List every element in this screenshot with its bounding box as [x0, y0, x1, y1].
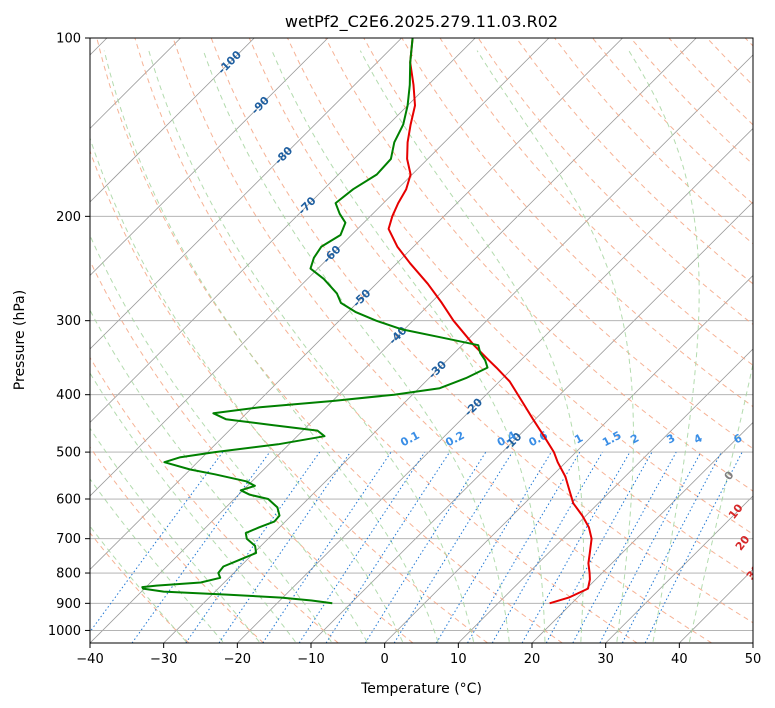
- dry-adiabat: [172, 38, 712, 643]
- mixing-ratio-line: [90, 451, 224, 633]
- x-tick-label: −40: [76, 652, 103, 667]
- moist-adiabat: [103, 50, 439, 642]
- y-tick-label: 800: [56, 567, 81, 582]
- isotherm-line: [90, 38, 550, 497]
- dry-adiabat: [90, 446, 264, 643]
- profile-lines: [141, 38, 593, 605]
- isotherm-line: [384, 274, 753, 643]
- plot-frame: [89, 37, 754, 644]
- dry-adiabat: [96, 38, 563, 643]
- x-tick-label: 50: [745, 652, 762, 667]
- moist-adiabat: [628, 50, 700, 642]
- moist-adiabat: [90, 372, 296, 643]
- dry-adiabat: [134, 38, 638, 643]
- isotherm-line: [163, 54, 753, 643]
- isotherm-line: [90, 38, 623, 571]
- x-tick-label: 10: [450, 652, 467, 667]
- mixing-ratio-line: [185, 451, 321, 643]
- isotherm-line: [458, 348, 753, 643]
- moist-adiabat: [90, 427, 260, 643]
- isotherm-line: [90, 38, 329, 276]
- y-tick-label: 600: [56, 493, 81, 508]
- mixing-ratio-line: [521, 451, 631, 643]
- mixing-ratio-line: [218, 451, 351, 643]
- x-tick-label: 40: [671, 652, 688, 667]
- moist-adiabat: [688, 361, 753, 642]
- mixing-ratio-line: [131, 451, 271, 643]
- dewpoint-profile-line: [141, 38, 489, 605]
- x-tick-label: −10: [297, 652, 324, 667]
- moist-adiabat-label: 30: [744, 562, 764, 582]
- dry-adiabat: [90, 356, 339, 643]
- dry-adiabat: [90, 532, 190, 643]
- y-tick-label: 300: [56, 314, 81, 329]
- dry-adiabat: [515, 38, 753, 285]
- y-tick-label: 700: [56, 532, 81, 547]
- isotherm-line: [90, 38, 697, 643]
- isotherm-line: [237, 127, 753, 643]
- axes: −40 −30 −20 −10 0 10 20 30 40 50 100 200 300 400 500 60…: [48, 32, 761, 668]
- dry-adiabat: [287, 38, 753, 535]
- isotherm-line: [90, 38, 402, 350]
- mixing-ratio-line: [262, 451, 392, 643]
- dry-adiabat: [401, 38, 753, 408]
- y-tick-label: 1000: [48, 624, 81, 639]
- moist-adiabat: [90, 234, 368, 643]
- moist-adiabat: [90, 525, 187, 643]
- y-tick-label: 900: [56, 597, 81, 612]
- isotherm-line: [531, 421, 753, 643]
- dry-adiabat: [90, 149, 488, 643]
- isotherm-line: [90, 38, 255, 203]
- x-axis-label: Temperature (°C): [360, 681, 482, 697]
- chart-title: wetPf2_C2E6.2025.279.11.03.R02: [285, 12, 558, 32]
- moist-adiabat: [148, 50, 475, 642]
- dry-adiabat: [210, 38, 753, 624]
- mixing-ratio-line: [364, 451, 487, 643]
- y-axis-label: Pressure (hPa): [12, 290, 28, 390]
- x-tick-label: −30: [150, 652, 177, 667]
- moist-adiabat: [90, 136, 404, 643]
- mixing-ratio-line: [325, 451, 451, 643]
- isotherm-line: [90, 38, 476, 424]
- x-tick-label: 30: [597, 652, 614, 667]
- x-tick-label: −20: [224, 652, 251, 667]
- x-tick-label: 20: [524, 652, 541, 667]
- isotherm-line: [605, 495, 753, 643]
- moist-adiabat: [271, 50, 546, 642]
- mixing-ratio-line: [644, 451, 743, 643]
- moist-adiabat: [359, 50, 584, 642]
- dry-adiabat: [248, 38, 753, 579]
- temperature-profile-line: [387, 38, 593, 605]
- y-tick-label: 500: [56, 446, 81, 461]
- moist-adiabat: [90, 478, 224, 643]
- x-tick-label: 0: [381, 652, 389, 667]
- y-tick-label: 100: [56, 32, 81, 47]
- y-tick-label: 400: [56, 388, 81, 403]
- y-tick-label: 200: [56, 210, 81, 225]
- mixing-ratio-line: [572, 451, 677, 643]
- dry-adiabat: [439, 38, 753, 366]
- mixing-ratio-line: [393, 451, 513, 643]
- mixing-ratio-line: [298, 451, 426, 643]
